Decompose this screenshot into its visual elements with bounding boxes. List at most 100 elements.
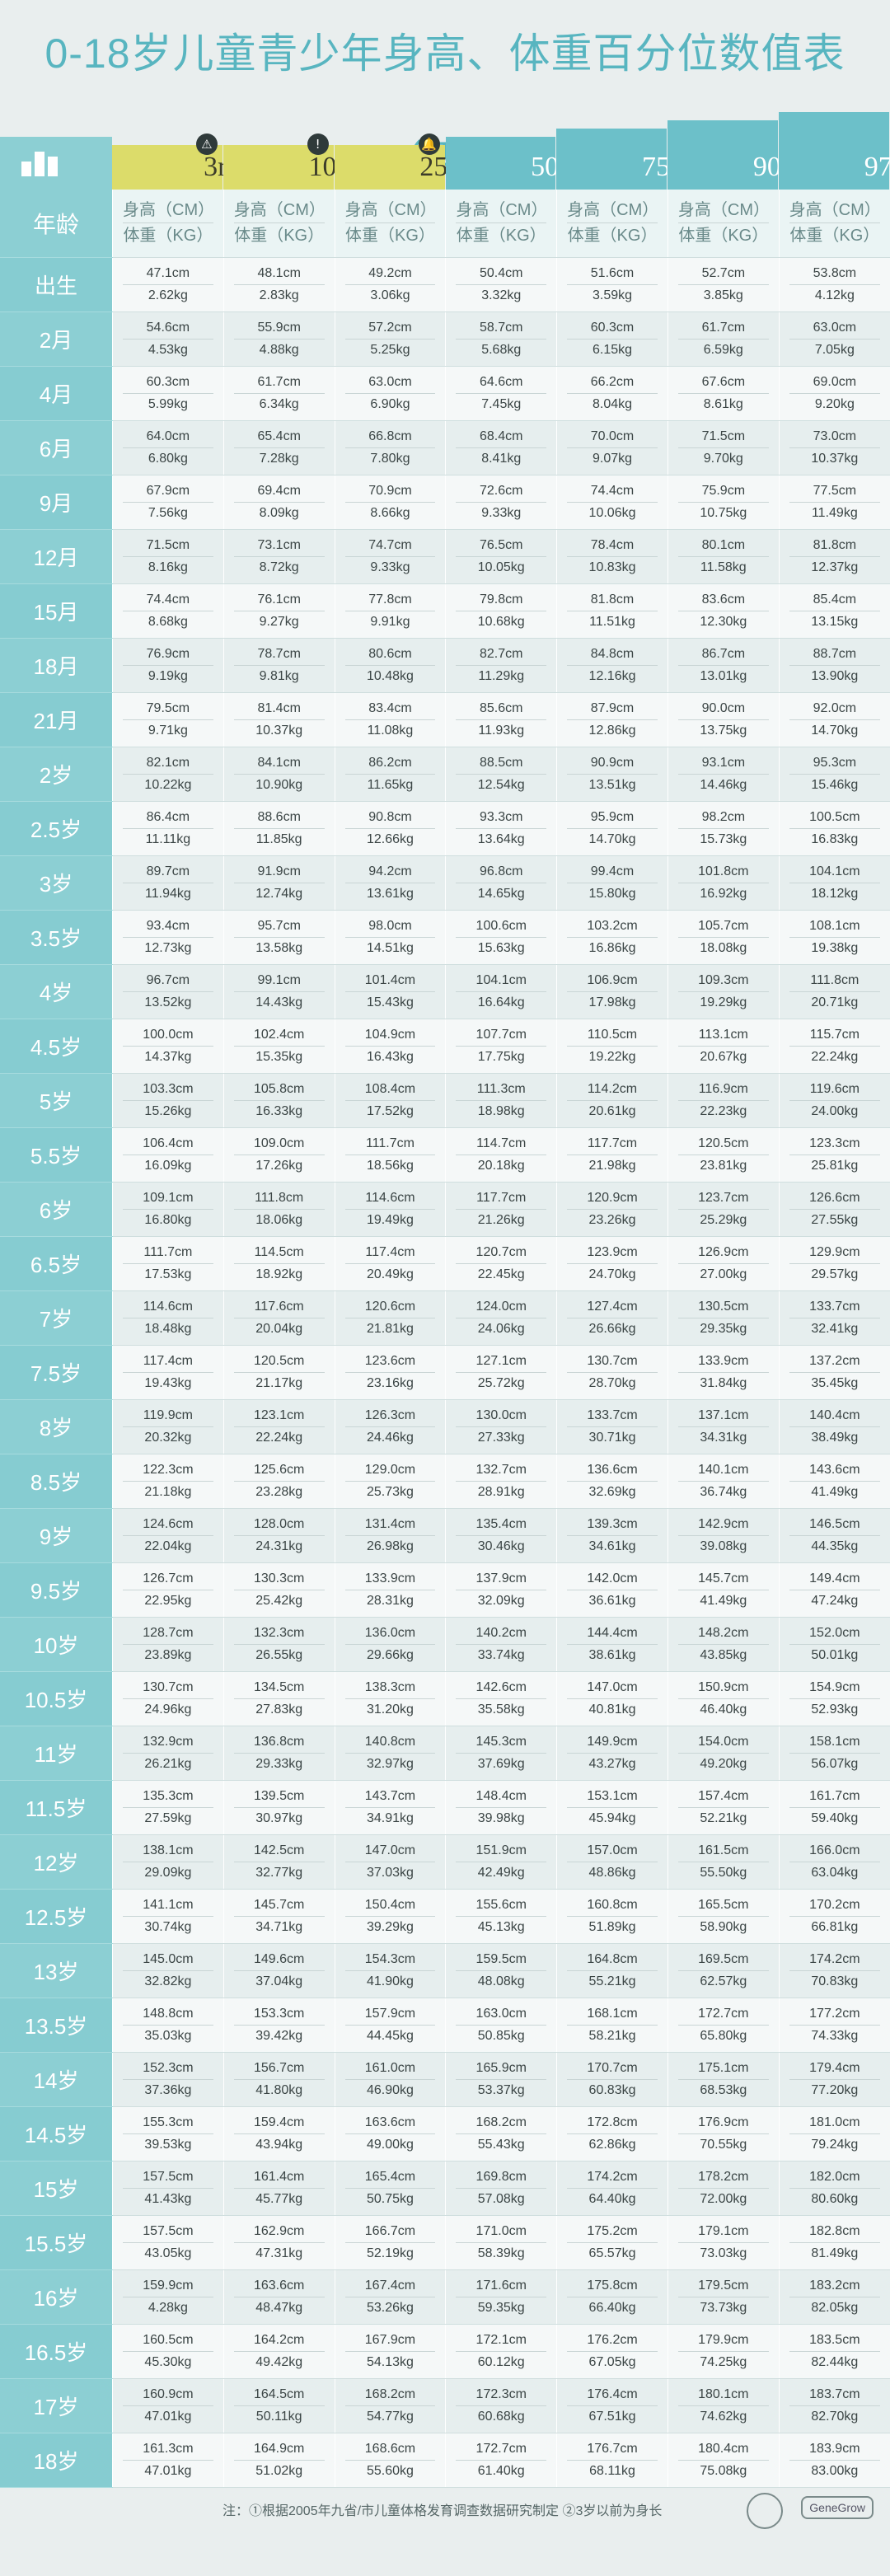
percentile-header-2: 10th!	[222, 133, 358, 190]
height-value: 120.9cm	[567, 1187, 658, 1210]
weight-value: 63.04kg	[811, 1865, 859, 1880]
percentile-cell: 119.6cm 24.00kg	[778, 1073, 890, 1128]
table-row: 21月 79.5cm 9.71kg 81.4cm 10.37kg 83.4cm 11.08k…	[0, 692, 890, 747]
weight-value: 18.12kg	[811, 886, 859, 901]
weight-value: 39.08kg	[700, 1539, 747, 1553]
height-value: 136.6cm	[567, 1459, 658, 1482]
height-value: 57.2cm	[344, 317, 436, 340]
height-value: 117.4cm	[344, 1242, 436, 1264]
height-value: 67.6cm	[677, 372, 769, 394]
percentile-cell: 145.7cm 34.71kg	[222, 1889, 335, 1944]
percentile-cell: 159.9cm 4.28kg	[112, 2269, 224, 2325]
percentile-cell: 161.5cm 55.50kg	[667, 1834, 780, 1890]
height-value: 70.9cm	[344, 480, 436, 503]
percentile-cell: 120.5cm 21.17kg	[222, 1345, 335, 1400]
height-value: 104.9cm	[344, 1024, 436, 1047]
height-value: 154.0cm	[677, 1731, 769, 1754]
weight-value: 8.72kg	[259, 560, 299, 574]
unit-header-row: 年龄 身高（CM） 体重（KG） 身高（CM） 体重（KG） 身高（CM） 体重（KG）身…	[0, 190, 890, 258]
weight-value: 11.65kg	[367, 777, 414, 792]
percentile-cell: 109.1cm 16.80kg	[112, 1182, 224, 1237]
percentile-cell: 179.4cm 77.20kg	[778, 2052, 890, 2107]
weight-value: 16.43kg	[366, 1049, 414, 1064]
weight-value: 10.22kg	[144, 777, 192, 792]
weight-value: 55.43kg	[477, 2137, 525, 2152]
height-value: 126.9cm	[677, 1242, 769, 1264]
percentile-cell: 67.9cm 7.56kg	[112, 475, 224, 530]
percentile-cell: 144.4cm 38.61kg	[556, 1617, 668, 1672]
weight-value: 42.49kg	[477, 1865, 525, 1880]
weight-value: 10.37kg	[255, 723, 303, 738]
height-value: 47.1cm	[123, 263, 213, 285]
weight-value: 17.53kg	[144, 1267, 192, 1281]
weight-value: 35.45kg	[811, 1375, 859, 1390]
weight-value: 3.32kg	[481, 288, 522, 302]
height-value: 52.7cm	[677, 263, 769, 285]
percentile-cell: 69.4cm 8.09kg	[222, 475, 335, 530]
percentile-cell: 176.9cm 70.55kg	[667, 2106, 780, 2161]
height-value: 159.4cm	[233, 2112, 325, 2134]
height-value: 63.0cm	[789, 317, 880, 340]
percentile-cell: 161.7cm 59.40kg	[778, 1780, 890, 1835]
weight-value: 20.61kg	[588, 1103, 636, 1118]
table-row: 15岁 157.5cm 41.43kg 161.4cm 45.77kg 165.4cm 50…	[0, 2161, 890, 2216]
height-value: 92.0cm	[789, 698, 880, 720]
weight-value: 3.85kg	[703, 288, 743, 302]
height-value: 170.2cm	[789, 1895, 880, 1917]
age-label: 9月	[0, 475, 113, 530]
weight-value: 31.20kg	[366, 1702, 414, 1717]
height-value: 126.7cm	[123, 1568, 213, 1590]
percentile-cell: 126.6cm 27.55kg	[778, 1182, 890, 1237]
weight-value: 10.90kg	[255, 777, 303, 792]
percentile-cell: 162.9cm 47.31kg	[222, 2215, 335, 2270]
height-value: 157.0cm	[567, 1840, 658, 1862]
height-value: 58.7cm	[456, 317, 547, 340]
weight-value: 55.60kg	[366, 2463, 414, 2478]
percentile-cell: 146.5cm 44.35kg	[778, 1508, 890, 1563]
weight-value: 2.62kg	[148, 288, 188, 302]
weight-value: 47.31kg	[255, 2246, 303, 2260]
height-value: 73.0cm	[789, 426, 880, 448]
percentile-cell: 124.0cm 24.06kg	[445, 1290, 557, 1346]
weight-value: 25.73kg	[366, 1484, 414, 1499]
weight-value: 21.98kg	[588, 1158, 636, 1173]
weight-value: 13.52kg	[144, 995, 192, 1009]
weight-value: 18.06kg	[255, 1212, 303, 1227]
percentile-cell: 74.4cm 10.06kg	[556, 475, 668, 530]
height-value: 79.8cm	[456, 589, 547, 611]
age-label: 3.5岁	[0, 910, 113, 965]
percentile-cell: 81.4cm 10.37kg	[222, 692, 335, 747]
weight-value: 28.31kg	[366, 1593, 414, 1608]
weight-value: 8.68kg	[148, 614, 188, 629]
height-value: 123.3cm	[789, 1133, 880, 1155]
percentile-header-1: 3rd ⚠	[112, 133, 241, 190]
percentile-cell: 70.9cm 8.66kg	[334, 475, 446, 530]
percentile-cell: 142.0cm 36.61kg	[556, 1562, 668, 1618]
height-value: 164.8cm	[567, 1949, 658, 1971]
height-value: 123.6cm	[344, 1351, 436, 1373]
weight-value: 82.05kg	[811, 2300, 859, 2315]
weight-value: 62.57kg	[700, 1974, 747, 1988]
percentile-cell: 127.1cm 25.72kg	[445, 1345, 557, 1400]
weight-value: 11.51kg	[589, 614, 635, 629]
percentile-cell: 154.0cm 49.20kg	[667, 1726, 780, 1781]
height-value: 90.8cm	[344, 807, 436, 829]
weight-value: 79.24kg	[811, 2137, 859, 2152]
weight-value: 14.37kg	[144, 1049, 192, 1064]
weight-value: 20.18kg	[477, 1158, 525, 1173]
weight-value: 62.86kg	[588, 2137, 636, 2152]
height-value: 169.5cm	[677, 1949, 769, 1971]
height-value: 117.7cm	[456, 1187, 547, 1210]
percentile-cell: 63.0cm 7.05kg	[778, 311, 890, 367]
weight-value: 27.55kg	[811, 1212, 859, 1227]
height-value: 168.2cm	[456, 2112, 547, 2134]
height-value: 106.9cm	[567, 970, 658, 992]
height-value: 140.1cm	[677, 1459, 769, 1482]
weight-value: 14.70kg	[588, 831, 636, 846]
weight-value: 16.64kg	[477, 995, 525, 1009]
percentile-cell: 93.3cm 13.64kg	[445, 801, 557, 856]
percentile-cell: 149.9cm 43.27kg	[556, 1726, 668, 1781]
percentile-cell: 154.3cm 41.90kg	[334, 1943, 446, 1998]
percentile-cell: 176.7cm 68.11kg	[556, 2433, 668, 2488]
height-value: 77.8cm	[344, 589, 436, 611]
